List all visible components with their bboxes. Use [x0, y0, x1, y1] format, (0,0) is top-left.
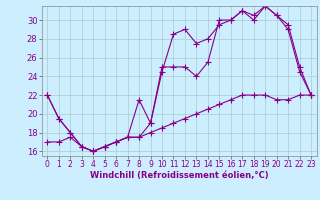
X-axis label: Windchill (Refroidissement éolien,°C): Windchill (Refroidissement éolien,°C) — [90, 171, 268, 180]
